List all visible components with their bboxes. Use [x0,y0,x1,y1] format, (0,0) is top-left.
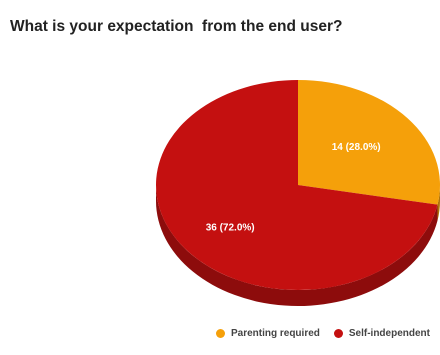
chart-title: What is your expectation from the end us… [10,18,343,35]
slice-label-0: 14 (28.0%) [332,142,381,153]
pie-slice-0[interactable] [298,80,440,205]
legend-item-parenting-required[interactable]: Parenting required [215,328,320,339]
pie-slice-side-1 [156,185,438,306]
legend-swatch [215,329,225,338]
legend-swatch [333,329,343,338]
legend-item-self-independent[interactable]: Self-independent [333,328,430,339]
pie-slice-1[interactable] [155,80,438,291]
legend-label: Self-independent [348,328,430,339]
pie-slice-side-0 [437,185,440,221]
legend-label: Parenting required [230,328,320,339]
legend: Parenting required Self-independent [215,328,430,339]
slice-label-1: 36 (72.0%) [206,222,255,233]
